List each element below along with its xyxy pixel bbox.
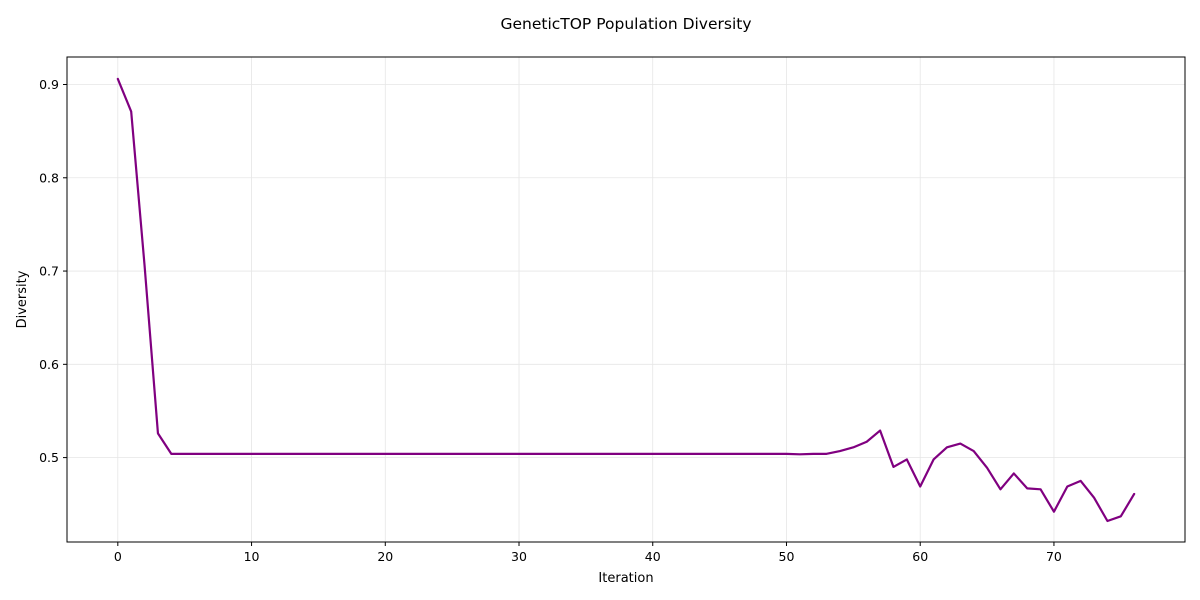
- x-tick-label: 30: [511, 549, 527, 564]
- x-tick-label: 10: [244, 549, 260, 564]
- y-tick-label: 0.8: [39, 170, 59, 185]
- x-tick-label: 60: [912, 549, 928, 564]
- x-axis-ticks: 0 10 20 30 40 50 60 70: [114, 542, 1062, 564]
- y-axis-title: Diversity: [15, 270, 30, 328]
- plot-frame: [66, 56, 1186, 543]
- series-line: [116, 77, 1136, 523]
- x-tick-label: 70: [1046, 549, 1062, 564]
- grid-lines: [67, 57, 1185, 542]
- x-tick-label: 50: [779, 549, 795, 564]
- x-axis-title: Iteration: [598, 571, 653, 586]
- y-tick-label: 0.6: [39, 357, 59, 372]
- x-tick-label: 40: [645, 549, 661, 564]
- chart-title: GeneticTOP Population Diversity: [500, 15, 751, 33]
- y-tick-label: 0.7: [39, 264, 59, 279]
- y-tick-label: 0.9: [39, 77, 59, 92]
- series-group: [116, 77, 1136, 523]
- y-tick-label: 0.5: [39, 450, 59, 465]
- y-axis-ticks: 0.5 0.6 0.7 0.8 0.9: [39, 77, 67, 465]
- x-tick-label: 0: [114, 549, 122, 564]
- x-tick-label: 20: [377, 549, 393, 564]
